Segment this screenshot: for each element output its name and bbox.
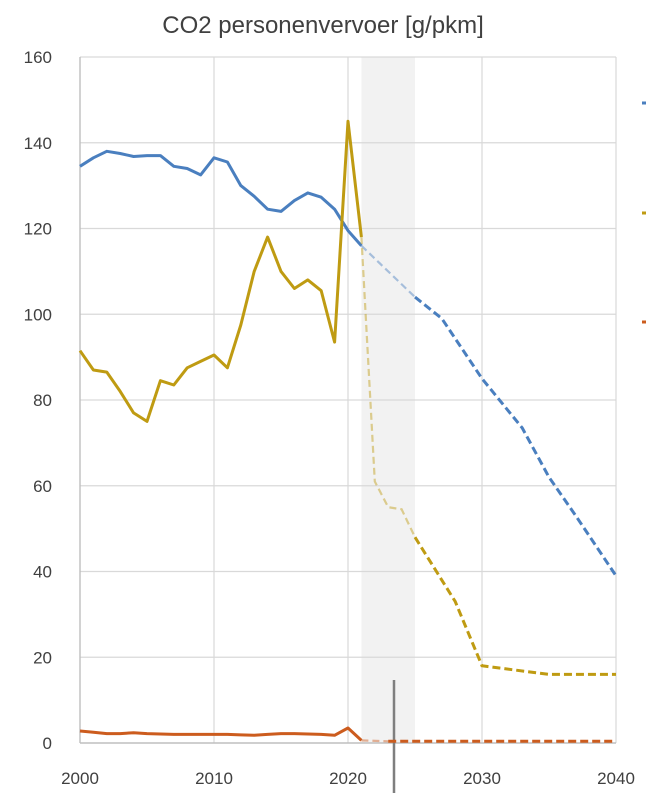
series-line-transition [360, 237, 416, 538]
y-tick-label: 0 [43, 734, 52, 753]
y-tick-label: 100 [24, 305, 52, 324]
series-line-projection [413, 536, 616, 676]
y-tick-label: 60 [33, 477, 52, 496]
y-tick-label: 40 [33, 563, 52, 582]
x-tick-label: 2010 [195, 769, 233, 788]
series-line-historic [78, 119, 363, 423]
chart-title: CO2 personenvervoer [g/pkm] [162, 12, 484, 39]
y-tick-label: 160 [24, 48, 52, 67]
y-tick-label: 80 [33, 391, 52, 410]
x-tick-label: 2040 [597, 769, 635, 788]
series-line-historic [79, 149, 363, 247]
x-tick-label: 2000 [61, 769, 99, 788]
x-tick-label: 2020 [329, 769, 367, 788]
x-tick-label: 2030 [463, 769, 501, 788]
series-line-transition [361, 739, 389, 743]
series-line-historic [79, 726, 363, 742]
series-line-projection [414, 295, 618, 577]
series-line-transition [360, 244, 416, 298]
y-tick-label: 20 [33, 648, 52, 667]
y-tick-label: 120 [24, 220, 52, 239]
y-tick-label: 140 [24, 134, 52, 153]
